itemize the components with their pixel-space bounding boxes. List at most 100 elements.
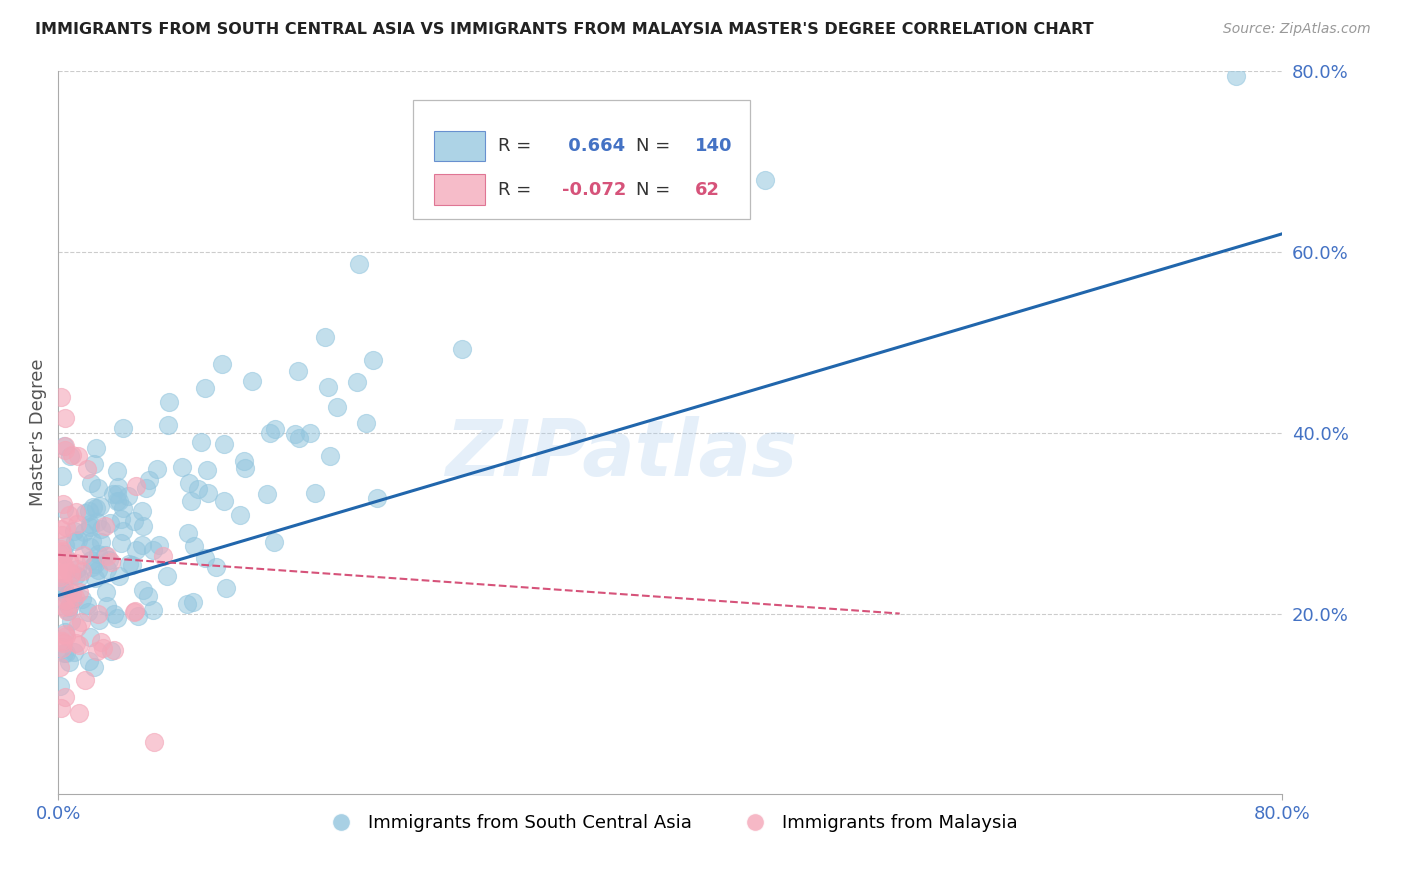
Point [58,599,80,614]
Point [51,544,73,558]
Point [107,569,129,583]
Point [1225,69,1247,83]
Point [229,508,252,523]
Point [148,537,170,551]
Point [132,519,155,533]
Point [96,562,118,576]
Point [87,563,110,577]
Point [65,505,87,519]
Point [232,454,254,468]
Point [58,508,80,523]
Point [346,375,368,389]
Point [98,516,121,531]
Point [63,524,86,539]
Point [55,520,77,534]
Point [117,489,139,503]
Point [136,589,159,603]
Point [177,525,200,540]
Text: IMMIGRANTS FROM SOUTH CENTRAL ASIA VS IMMIGRANTS FROM MALAYSIA MASTER'S DEGREE C: IMMIGRANTS FROM SOUTH CENTRAL ASIA VS IM… [35,22,1094,37]
Point [80,475,103,490]
Point [98,553,121,567]
Point [125,479,148,493]
Point [127,608,149,623]
Point [60,586,83,600]
Point [142,542,165,557]
Y-axis label: Master's Degree: Master's Degree [30,359,46,507]
Point [108,494,131,508]
Point [66,449,89,463]
Point [187,482,209,496]
Point [326,401,349,415]
Point [284,427,307,442]
Point [363,352,385,367]
Text: ZIPatlas: ZIPatlas [446,417,797,492]
Point [87,481,110,495]
Point [49,522,72,536]
Text: 0.664: 0.664 [562,137,626,155]
Point [72,548,94,562]
Point [52,599,75,614]
Point [451,342,474,356]
Point [181,595,204,609]
Point [55,592,77,607]
Text: Source: ZipAtlas.com: Source: ZipAtlas.com [1223,22,1371,37]
Point [240,375,263,389]
Point [157,417,180,432]
Point [142,602,165,616]
Point [110,512,132,526]
Point [51,641,73,656]
Point [66,620,89,634]
Point [48,679,70,693]
Point [49,701,72,715]
Point [215,582,238,596]
Point [100,644,122,658]
Point [53,439,76,453]
Point [195,463,218,477]
Point [316,380,339,394]
Point [131,582,153,597]
Point [121,558,143,573]
Point [48,660,70,674]
Text: N =: N = [636,137,671,155]
Point [51,469,73,483]
Point [110,536,132,550]
Point [77,504,100,518]
Point [131,504,153,518]
Point [84,557,107,571]
Point [90,635,112,649]
Point [354,416,377,430]
Point [107,480,129,494]
Point [138,473,160,487]
Point [70,615,93,629]
Point [233,460,256,475]
Point [51,633,73,648]
Point [70,565,93,579]
Point [51,593,73,607]
Point [304,486,326,500]
Point [314,329,336,343]
Point [51,542,73,557]
Point [51,557,73,571]
Point [82,533,104,548]
Point [53,690,76,705]
Point [65,568,87,582]
Point [73,507,96,521]
FancyBboxPatch shape [434,131,485,161]
Point [176,597,198,611]
Point [152,549,174,563]
Point [76,599,98,613]
Point [135,481,157,495]
Point [288,432,311,446]
FancyBboxPatch shape [434,175,485,205]
Point [53,442,76,457]
Point [79,541,101,555]
Point [86,644,108,658]
Point [83,571,105,585]
Point [56,604,79,618]
Point [62,591,84,606]
Point [79,516,101,531]
Point [48,569,70,583]
Point [105,487,128,501]
Point [59,614,82,628]
Point [63,591,86,605]
